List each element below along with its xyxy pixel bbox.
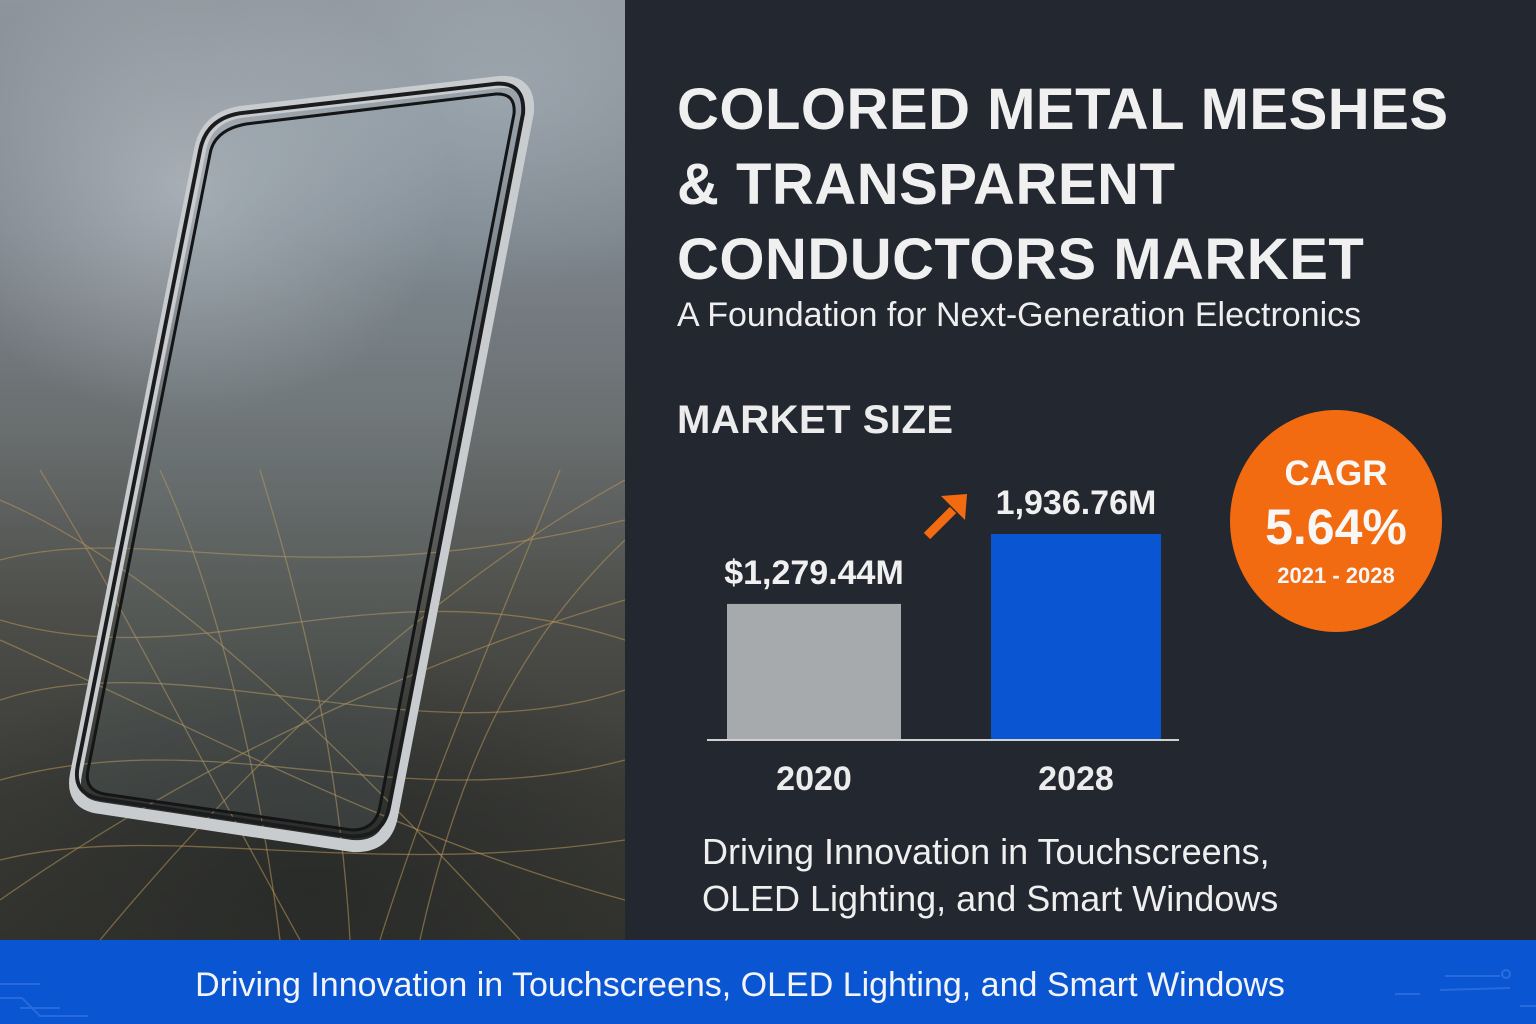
value-label-2028: 1,936.76M [996,484,1157,522]
category-label-2020: 2020 [776,760,852,798]
phone-illustration [69,75,535,853]
market-size-chart: $1,279.44M 2020 1,936.76M 2028 [695,470,1195,810]
subtitle: A Foundation for Next-Generation Electro… [677,296,1362,334]
arrow-up-right-icon [923,494,967,540]
hero-photo [0,0,625,940]
title-line: CONDUCTORS MARKET [677,227,1365,292]
cagr-badge: CAGR 5.64% 2021 - 2028 [1230,410,1442,632]
bottom-banner: Driving Innovation in Touchscreens, OLED… [0,940,1536,1024]
tagline: Driving Innovation in Touchscreens, OLED… [702,828,1278,922]
category-label-2028: 2028 [1038,760,1114,798]
title-line: & TRANSPARENT [677,152,1176,217]
value-label-2020: $1,279.44M [724,554,904,592]
tagline-line: Driving Innovation in Touchscreens, [702,831,1270,872]
content-panel: COLORED METAL MESHES & TRANSPARENT CONDU… [625,0,1536,940]
gold-mesh-lines [0,469,625,940]
cagr-label: CAGR [1284,454,1388,493]
page-title: COLORED METAL MESHES & TRANSPARENT CONDU… [677,72,1517,297]
title-line: COLORED METAL MESHES [677,77,1449,142]
market-size-label: MARKET SIZE [677,398,954,442]
banner-text: Driving Innovation in Touchscreens, OLED… [195,966,1285,1004]
circuit-decoration [0,969,1536,1017]
mesh-background [0,75,625,940]
cagr-period: 2021 - 2028 [1277,563,1395,588]
bar-2020 [727,603,901,740]
bar-2028 [991,534,1161,740]
bar-chart: $1,279.44M 2020 1,936.76M 2028 [707,484,1179,798]
cagr-value: 5.64% [1265,499,1407,555]
tagline-line: OLED Lighting, and Smart Windows [702,878,1279,919]
